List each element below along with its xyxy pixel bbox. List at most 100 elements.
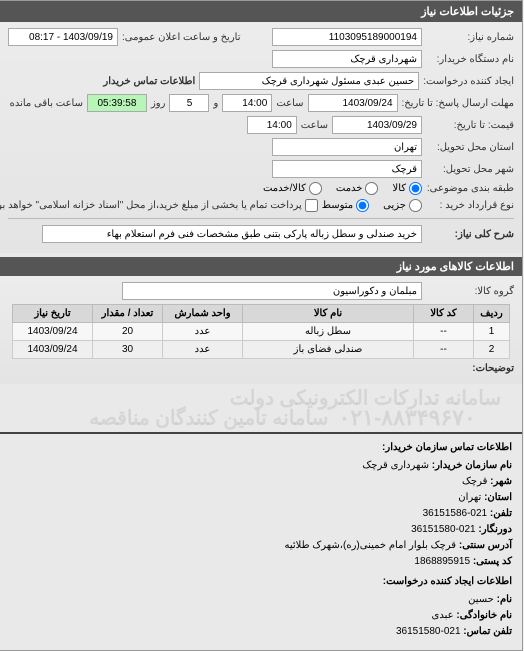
contact-phone-label: تلفن: <box>491 508 513 519</box>
table-header-row: ردیف کد کالا نام کالا واحد شمارش تعداد /… <box>14 305 511 323</box>
need-details-panel: جزئیات اطلاعات نیاز شماره نیاز: تاریخ و … <box>0 0 524 651</box>
days-field[interactable] <box>170 94 210 112</box>
group-label: گروه کالا: <box>427 286 515 297</box>
and-label: و <box>214 98 219 109</box>
col-qty: تعداد / مقدار <box>94 305 164 323</box>
radio-goods[interactable]: کالا <box>393 182 423 195</box>
radio-both-input[interactable] <box>310 182 323 195</box>
table-cell: 1 <box>475 323 511 341</box>
firstname: حسین <box>469 594 495 605</box>
radio-goods-input[interactable] <box>410 182 423 195</box>
table-cell: 1403/09/24 <box>14 323 94 341</box>
remaining-field <box>88 94 148 112</box>
radio-service[interactable]: خدمت <box>337 182 380 195</box>
contact-phone: 021-36151586 <box>424 508 489 519</box>
province-label: استان محل تحویل: <box>427 142 515 153</box>
table-cell: -- <box>415 341 475 359</box>
contact-fax: 021-36151580 <box>412 524 477 535</box>
time-label-2: ساعت <box>302 120 329 131</box>
remaining-label: ساعت باقی مانده <box>11 98 84 109</box>
contract-type-label: نوع قرارداد خرید : <box>427 200 515 211</box>
treasury-checkbox-row: پرداخت تمام یا بخشی از مبلغ خرید،از محل … <box>0 199 319 212</box>
table-cell: -- <box>415 323 475 341</box>
category-label: طبقه بندی موضوعی: <box>427 183 515 194</box>
province-field[interactable] <box>273 138 423 156</box>
radio-both[interactable]: کالا/خدمت <box>264 182 323 195</box>
contact-postal-label: کد پستی: <box>474 556 513 567</box>
desc-field[interactable] <box>43 225 423 243</box>
contact-province: تهران <box>459 492 482 503</box>
validity-date-field[interactable] <box>333 116 423 134</box>
contact-block: اطلاعات تماس سازمان خریدار: نام سازمان خ… <box>1 432 523 650</box>
table-cell: عدد <box>164 341 244 359</box>
creator-phone-label: تلفن تماس: <box>464 626 513 637</box>
radio-medium-input[interactable] <box>357 199 370 212</box>
radio-small[interactable]: جزیی <box>384 199 423 212</box>
col-code: کد کالا <box>415 305 475 323</box>
contact-postal: 1868895915 <box>415 556 471 567</box>
contact-city-label: شهر: <box>491 476 513 487</box>
city-label: شهر محل تحویل: <box>427 164 515 175</box>
creator-field[interactable] <box>200 72 420 90</box>
contract-type-radios: جزیی متوسط <box>323 199 423 212</box>
time-label-1: ساعت <box>277 98 304 109</box>
req-no-label: شماره نیاز: <box>427 32 515 43</box>
creator-label: ایجاد کننده درخواست: <box>424 76 515 87</box>
table-row[interactable]: 2--صندلی فضای بازعدد301403/09/24 <box>14 341 511 359</box>
notes-label: توضیحات: <box>473 363 515 374</box>
lastname: عبدی <box>433 610 455 621</box>
firstname-label: نام: <box>498 594 513 605</box>
table-cell: 20 <box>94 323 164 341</box>
contact-address: قرچک بلوار امام خمینی(ره)،شهرک طلائیه <box>285 540 457 551</box>
contact-province-label: استان: <box>485 492 513 503</box>
watermark-area: سامانه تدارکات الکترونیکی دولت سامانه تا… <box>1 384 523 432</box>
col-date: تاریخ نیاز <box>14 305 94 323</box>
creator-info-title: اطلاعات ایجاد کننده درخواست: <box>11 574 513 590</box>
desc-label: شرح کلی نیاز: <box>427 229 515 240</box>
validity-time-field[interactable] <box>248 116 298 134</box>
watermark-2: سامانه تامین کنندگان مناقصه <box>90 405 329 430</box>
contact-fax-label: دورنگار: <box>479 524 513 535</box>
table-cell: صندلی فضای باز <box>244 341 415 359</box>
col-name: نام کالا <box>244 305 415 323</box>
form-area: شماره نیاز: تاریخ و ساعت اعلان عمومی: نا… <box>1 22 523 253</box>
col-unit: واحد شمارش <box>164 305 244 323</box>
items-table-wrap: ردیف کد کالا نام کالا واحد شمارش تعداد /… <box>9 304 515 359</box>
radio-small-input[interactable] <box>410 199 423 212</box>
items-table: ردیف کد کالا نام کالا واحد شمارش تعداد /… <box>13 304 511 359</box>
city-field[interactable] <box>273 160 423 178</box>
table-cell: 1403/09/24 <box>14 341 94 359</box>
lastname-label: نام خانوادگی: <box>457 610 513 621</box>
table-cell: 2 <box>475 341 511 359</box>
validity-label: قیمت: تا تاریخ: <box>427 120 515 131</box>
radio-medium[interactable]: متوسط <box>323 199 370 212</box>
table-row[interactable]: 1--سطل زبالهعدد201403/09/24 <box>14 323 511 341</box>
req-no-field[interactable] <box>273 28 423 46</box>
deadline-date-field[interactable] <box>309 94 399 112</box>
table-cell: 30 <box>94 341 164 359</box>
table-cell: سطل زباله <box>244 323 415 341</box>
col-index: ردیف <box>475 305 511 323</box>
watermark-phone: ۰۲۱-۸۸۳۴۹۶۷۰ <box>340 405 477 431</box>
days-label: روز <box>152 98 167 109</box>
deadline-label: مهلت ارسال پاسخ: تا تاریخ: <box>403 98 515 109</box>
items-section-title: اطلاعات کالاهای مورد نیاز <box>1 257 523 276</box>
org-name-label: نام سازمان خریدار: <box>433 460 513 471</box>
category-radios: کالا خدمت کالا/خدمت <box>264 182 423 195</box>
creator-phone: 021-36151580 <box>397 626 462 637</box>
table-cell: عدد <box>164 323 244 341</box>
radio-service-input[interactable] <box>366 182 379 195</box>
contract-note: پرداخت تمام یا بخشی از مبلغ خرید،از محل … <box>0 200 303 211</box>
buyer-contact-link[interactable]: اطلاعات تماس خریدار <box>104 76 196 87</box>
buyer-org-field[interactable] <box>273 50 423 68</box>
treasury-checkbox[interactable] <box>306 199 319 212</box>
announce-label: تاریخ و ساعت اعلان عمومی: <box>123 32 242 43</box>
deadline-time-field[interactable] <box>223 94 273 112</box>
contact-address-label: آدرس سنتی: <box>460 540 513 551</box>
buyer-org-label: نام دستگاه خریدار: <box>427 54 515 65</box>
org-name: شهرداری قرچک <box>363 460 430 471</box>
announce-field[interactable] <box>9 28 119 46</box>
contact-city: قرچک <box>463 476 488 487</box>
group-field[interactable] <box>123 282 423 300</box>
contact-title: اطلاعات تماس سازمان خریدار: <box>11 440 513 456</box>
